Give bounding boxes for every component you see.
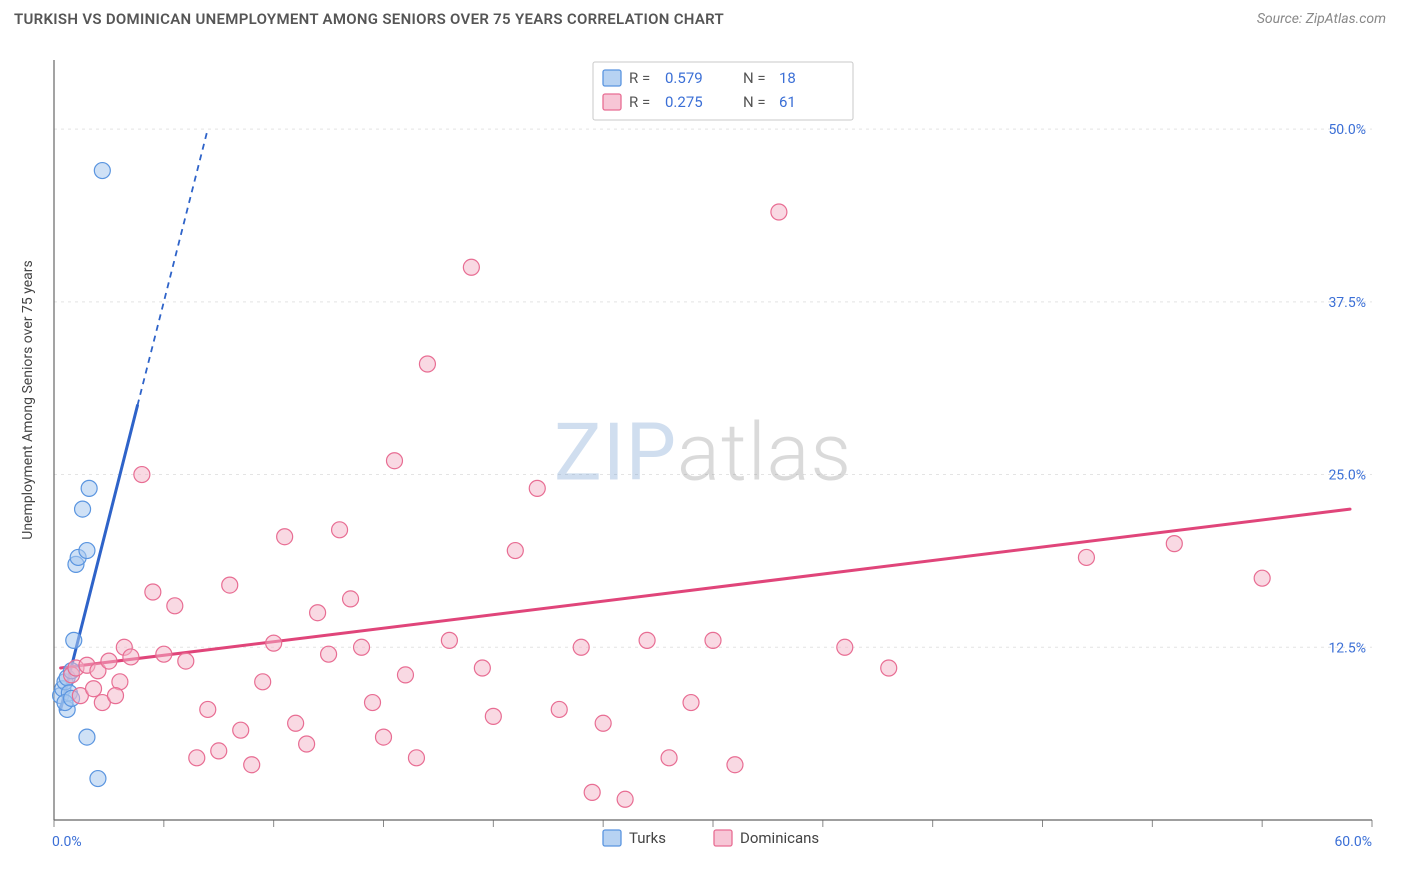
svg-text:Dominicans: Dominicans [740,829,819,847]
svg-text:61: 61 [779,93,796,111]
svg-text:12.5%: 12.5% [1328,640,1366,656]
svg-text:50.0%: 50.0% [1328,122,1366,138]
source-label: Source: ZipAtlas.com [1257,11,1386,27]
svg-text:0.275: 0.275 [665,93,703,111]
svg-text:60.0%: 60.0% [1334,834,1372,850]
svg-text:Unemployment Among Seniors ove: Unemployment Among Seniors over 75 years [20,260,36,540]
scatter-chart: 12.5% 25.0% 37.5% 50.0% 0.0% 60.0% Unemploymen… [14,42,1392,878]
svg-text:37.5%: 37.5% [1328,295,1366,311]
svg-text:N =: N = [743,93,766,111]
svg-text:R =: R = [629,93,650,111]
svg-text:0.579: 0.579 [665,69,703,87]
svg-text:Turks: Turks [629,829,666,847]
chart-title: TURKISH VS DOMINICAN UNEMPLOYMENT AMONG … [14,10,724,28]
svg-text:18: 18 [779,69,796,87]
svg-text:0.0%: 0.0% [52,834,82,850]
svg-text:N =: N = [743,69,766,87]
chart-area: 12.5% 25.0% 37.5% 50.0% 0.0% 60.0% Unemploymen… [14,42,1392,878]
svg-text:R =: R = [629,69,650,87]
svg-text:25.0%: 25.0% [1328,468,1366,484]
